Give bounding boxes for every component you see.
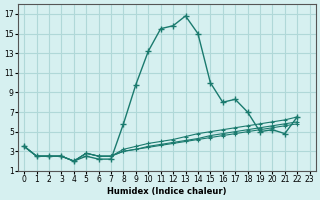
X-axis label: Humidex (Indice chaleur): Humidex (Indice chaleur) [107, 187, 227, 196]
